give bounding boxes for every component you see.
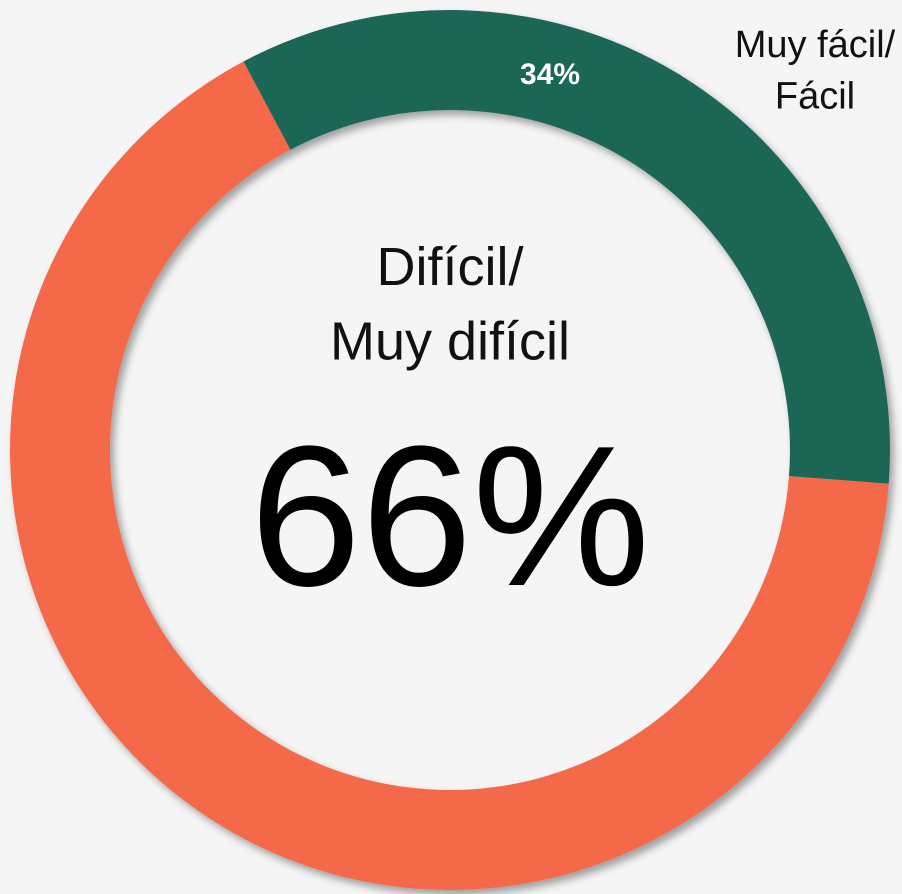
- value-label: 34%: [520, 58, 580, 91]
- donut-ring: [10, 9, 890, 891]
- category-label: Difícil/Muy difícil: [330, 237, 570, 372]
- donut-segment: [243, 9, 890, 484]
- category-label: Muy fácil/Fácil: [735, 24, 896, 117]
- value-label: 66%: [250, 405, 650, 628]
